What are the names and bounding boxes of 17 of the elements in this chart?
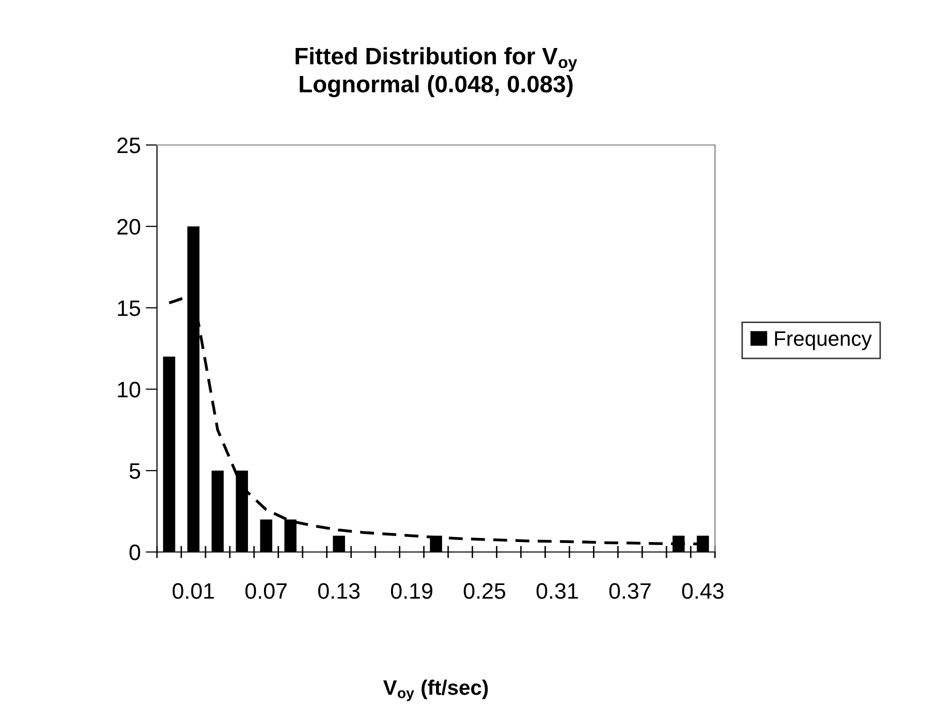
y-tick-label: 5 [130,463,140,479]
y-tick-label: 25 [117,138,140,154]
y-tick-label: 10 [118,382,140,398]
x-tick-label: 0.43 [682,583,724,599]
x-tick-label: 0.07 [245,583,287,599]
x-tick-label: 0.01 [172,583,214,599]
x-tick-label: 0.31 [536,583,578,599]
x-tick-label: 0.13 [318,583,360,599]
y-tick-label: 0 [130,544,140,560]
x-axis-title: V$_{oy}$ (ft/sec) [383,680,488,702]
y-tick-label: 15 [118,300,140,316]
y-tick-label: 20 [117,218,140,235]
x-tick-label: 0.25 [464,583,506,599]
legend-label: Frequency [775,331,872,350]
x-tick-label: 0.19 [390,583,432,599]
chart-title: Fitted Distribution for V$_{oy}$ Lognormal (0.048, 0.083) [296,47,578,98]
x-tick-label: 0.37 [609,583,651,599]
